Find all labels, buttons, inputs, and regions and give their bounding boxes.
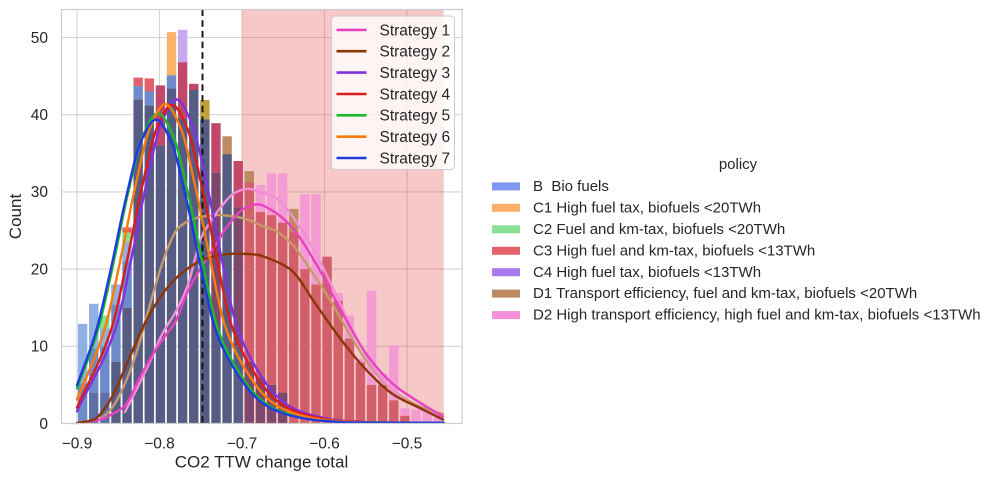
svg-text:Strategy 6: Strategy 6 xyxy=(380,129,451,146)
svg-text:Strategy 2: Strategy 2 xyxy=(380,44,451,61)
svg-text:C2 Fuel and km-tax, biofuels <: C2 Fuel and km-tax, biofuels <20TWh xyxy=(533,221,785,238)
svg-text:Strategy 4: Strategy 4 xyxy=(380,86,451,103)
svg-text:D1 Transport efficiency, fuel: D1 Transport efficiency, fuel and km-tax… xyxy=(533,285,917,302)
svg-text:−0.6: −0.6 xyxy=(309,436,340,453)
svg-text:C3 High fuel and km-tax, biofu: C3 High fuel and km-tax, biofuels <13TWh xyxy=(533,242,815,259)
svg-text:50: 50 xyxy=(31,30,49,47)
svg-text:30: 30 xyxy=(31,184,49,201)
svg-text:policy: policy xyxy=(719,156,758,173)
svg-text:40: 40 xyxy=(31,107,49,124)
svg-text:B Bio fuels: B Bio fuels xyxy=(533,178,609,195)
svg-text:C1 High fuel tax, biofuels <20: C1 High fuel tax, biofuels <20TWh xyxy=(533,199,761,216)
svg-text:20: 20 xyxy=(31,261,49,278)
svg-text:0: 0 xyxy=(39,416,48,433)
svg-text:−0.9: −0.9 xyxy=(62,436,93,453)
svg-text:C4 High fuel tax, biofuels <13: C4 High fuel tax, biofuels <13TWh xyxy=(533,264,761,281)
svg-text:Strategy 1: Strategy 1 xyxy=(380,22,451,39)
svg-text:CO2 TTW change total: CO2 TTW change total xyxy=(175,453,349,472)
svg-text:Strategy 3: Strategy 3 xyxy=(380,65,451,82)
svg-text:−0.5: −0.5 xyxy=(392,436,423,453)
svg-text:D2 High transport efficiency,: D2 High transport efficiency, high fuel … xyxy=(533,307,981,324)
svg-text:−0.7: −0.7 xyxy=(227,436,258,453)
svg-text:Strategy 7: Strategy 7 xyxy=(380,150,451,167)
svg-text:10: 10 xyxy=(31,339,49,356)
svg-text:Count: Count xyxy=(6,194,25,240)
svg-text:Strategy 5: Strategy 5 xyxy=(380,108,451,125)
svg-text:−0.8: −0.8 xyxy=(144,436,175,453)
